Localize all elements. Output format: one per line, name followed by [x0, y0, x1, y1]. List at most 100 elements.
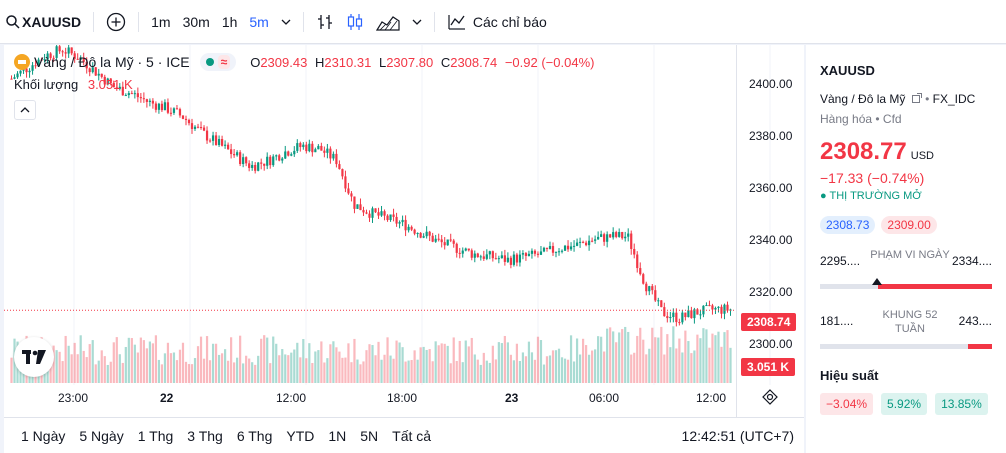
bar-style-button[interactable]	[310, 0, 340, 43]
candle-body	[374, 208, 377, 213]
range-6m[interactable]: 6 Thg	[236, 427, 273, 444]
volume-bar	[317, 350, 320, 383]
candle-body	[154, 103, 158, 110]
candles-style-button[interactable]	[340, 0, 370, 43]
volume-bar	[488, 362, 491, 383]
volume-bar	[687, 341, 690, 383]
volume-bar	[296, 342, 299, 383]
candle-body	[49, 53, 52, 58]
perf-item[interactable]: 5.92%	[881, 393, 928, 415]
volume-bar	[621, 329, 624, 383]
chart-area[interactable]: Vàng / Đô la Mỹ · 5 · ICE ≈ O2309.43 H23…	[4, 45, 804, 453]
candle-body	[660, 300, 663, 308]
candle-body	[257, 162, 260, 171]
candle-body	[320, 145, 323, 151]
volume-bar	[551, 350, 555, 383]
price-chart[interactable]	[4, 45, 804, 417]
volume-bar	[485, 360, 488, 383]
volume-bar	[320, 341, 323, 383]
range-1y[interactable]: 1N	[328, 427, 347, 444]
candle-body	[681, 312, 684, 323]
compare-button[interactable]	[100, 0, 132, 43]
tradingview-logo[interactable]	[14, 337, 54, 377]
range-3m[interactable]: 3 Thg	[187, 427, 223, 444]
perf-item[interactable]: 13.85%	[935, 393, 988, 415]
divider	[302, 11, 304, 32]
candle-body	[503, 255, 506, 262]
candle-body	[548, 246, 552, 249]
side-exchange[interactable]: FX_IDC	[932, 92, 976, 106]
interval-30m[interactable]: 30m	[182, 13, 210, 30]
week52-range-low: 181....	[820, 314, 854, 328]
price-axis[interactable]: 2400.00 2380.00 2360.00 2340.00 2320.00 …	[736, 45, 804, 417]
volume-bar	[290, 352, 293, 383]
symbol-title[interactable]: Vàng / Đô la Mỹ · 5 · ICE	[34, 54, 190, 70]
range-all[interactable]: Tất cả	[392, 427, 432, 444]
volume-bar	[112, 342, 115, 383]
candle-body	[46, 53, 49, 60]
candle-body	[347, 188, 350, 194]
market-status-pill[interactable]: ≈	[199, 53, 237, 71]
top-toolbar: XAUUSD 1m 30m 1h 5m Các chỉ báo	[0, 0, 1006, 44]
symbol-search[interactable]: XAUUSD	[0, 0, 87, 43]
external-link-icon[interactable]	[911, 93, 922, 103]
volume-bar	[227, 360, 230, 383]
range-ytd[interactable]: YTD	[286, 427, 315, 444]
time-axis[interactable]: 23:00 22 12:00 18:00 23 06:00 12:00	[4, 385, 736, 415]
range-5d[interactable]: 5 Ngày	[79, 427, 124, 444]
candle-body	[37, 59, 40, 67]
volume-bar	[461, 362, 464, 383]
interval-5m[interactable]: 5m	[249, 13, 269, 30]
candle-body	[645, 283, 648, 292]
volume-bar	[217, 354, 221, 383]
candle-body	[678, 322, 681, 324]
volume-bar	[500, 343, 503, 383]
volume-bar	[681, 352, 684, 383]
candle-body	[488, 251, 491, 255]
side-symbol[interactable]: XAUUSD	[820, 63, 875, 78]
candle-body	[19, 70, 22, 74]
performance-title[interactable]: Hiệu suất	[820, 368, 879, 383]
volume-bar	[245, 355, 248, 383]
ohlc-values: O2309.43 H2310.31 L2307.80 C2308.74 −0.9…	[250, 54, 595, 70]
volume-bar	[422, 346, 425, 383]
candle-body	[91, 67, 94, 73]
perf-item[interactable]: −3.04%	[820, 393, 874, 415]
candle-body	[190, 123, 194, 129]
area-style-button[interactable]	[370, 0, 406, 43]
range-5y[interactable]: 5N	[360, 427, 379, 444]
candle-body	[509, 257, 512, 265]
candle-body	[311, 143, 314, 153]
range-1m[interactable]: 1 Thg	[137, 427, 174, 444]
volume-bar	[284, 354, 287, 383]
range-1d[interactable]: 1 Ngày	[21, 427, 66, 444]
candle-body	[184, 118, 188, 120]
volume-bar	[278, 355, 281, 383]
candle-body	[242, 157, 245, 165]
candle-body	[518, 254, 522, 263]
time-tick: 23:00	[58, 391, 89, 405]
volume-bar	[52, 345, 55, 383]
candle-body	[437, 238, 440, 240]
chart-settings-button[interactable]	[762, 389, 778, 410]
candle-body	[434, 238, 437, 242]
volume-bar	[440, 343, 443, 383]
clock-timezone[interactable]: 12:42:51 (UTC+7)	[681, 427, 794, 444]
candle-body	[178, 109, 182, 116]
indicators-button[interactable]: Các chỉ báo	[441, 0, 553, 43]
volume-bar	[281, 349, 284, 383]
price-tick: 2400.00	[749, 77, 793, 91]
interval-dropdown[interactable]	[275, 0, 297, 43]
market-status[interactable]: ● THỊ TRƯỜNG MỞ	[820, 190, 922, 202]
chart-type-dropdown[interactable]	[406, 0, 428, 43]
interval-1m[interactable]: 1m	[151, 13, 171, 30]
volume-bar	[515, 343, 519, 383]
plus-circle-icon	[106, 12, 126, 31]
interval-1h[interactable]: 1h	[221, 13, 238, 30]
candle-body	[163, 102, 167, 111]
volume-bar	[239, 335, 242, 383]
volume-bar	[533, 359, 537, 383]
volume-bar	[94, 364, 97, 383]
collapse-legend-button[interactable]	[14, 100, 36, 120]
price-tick: 2300.00	[749, 337, 793, 351]
